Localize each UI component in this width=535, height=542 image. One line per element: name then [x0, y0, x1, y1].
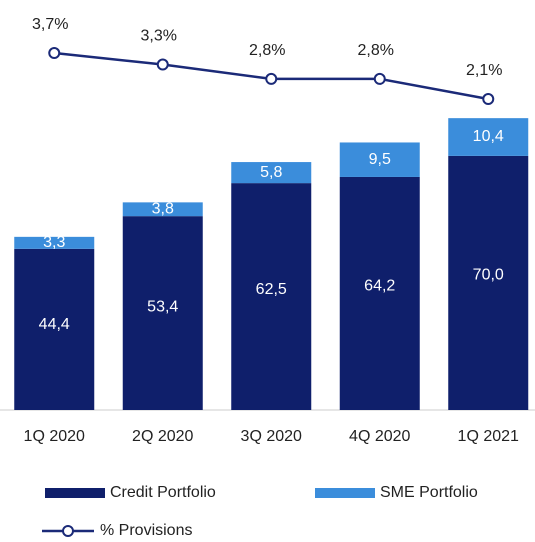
- line-marker: [48, 47, 61, 60]
- line-value-label: 2,8%: [249, 42, 285, 59]
- legend-label: Credit Portfolio: [110, 484, 216, 501]
- x-tick-label: 3Q 2020: [241, 428, 302, 445]
- legend-label: % Provisions: [100, 522, 192, 539]
- bar-segment: [448, 118, 529, 156]
- value-label: 70,0: [473, 267, 504, 284]
- value-label: 3,3: [43, 234, 65, 251]
- line-marker: [373, 72, 386, 85]
- value-label: 62,5: [256, 281, 287, 298]
- legend-swatch: [45, 488, 105, 498]
- line-value-label: 3,7%: [32, 16, 68, 33]
- bar-segment: [122, 216, 203, 410]
- bar-segment: [14, 236, 95, 249]
- bar-segment: [448, 155, 529, 410]
- bar-segment: [339, 142, 420, 177]
- line-marker: [156, 58, 169, 71]
- bar-segment: [231, 162, 312, 184]
- value-label: 10,4: [473, 128, 504, 145]
- x-tick-label: 1Q 2020: [24, 428, 85, 445]
- value-label: 44,4: [39, 316, 70, 333]
- value-label: 53,4: [147, 298, 178, 315]
- line-value-label: 2,8%: [358, 42, 394, 59]
- value-label: 64,2: [364, 278, 395, 295]
- line-marker: [265, 72, 278, 85]
- legend-swatch: [315, 488, 375, 498]
- value-label: 5,8: [260, 164, 282, 181]
- legend-marker: [62, 525, 74, 537]
- line-value-label: 3,3%: [141, 28, 177, 45]
- legend-label: SME Portfolio: [380, 484, 478, 501]
- x-tick-label: 2Q 2020: [132, 428, 193, 445]
- bar-segment: [339, 176, 420, 410]
- x-tick-label: 1Q 2021: [458, 428, 519, 445]
- bar-segment: [122, 202, 203, 217]
- value-label: 3,8: [152, 200, 174, 217]
- line-marker: [482, 93, 495, 106]
- line-value-label: 2,1%: [466, 62, 502, 79]
- x-tick-label: 4Q 2020: [349, 428, 410, 445]
- bar-segment: [231, 183, 312, 410]
- bar-segment: [14, 248, 95, 410]
- value-label: 9,5: [369, 151, 391, 168]
